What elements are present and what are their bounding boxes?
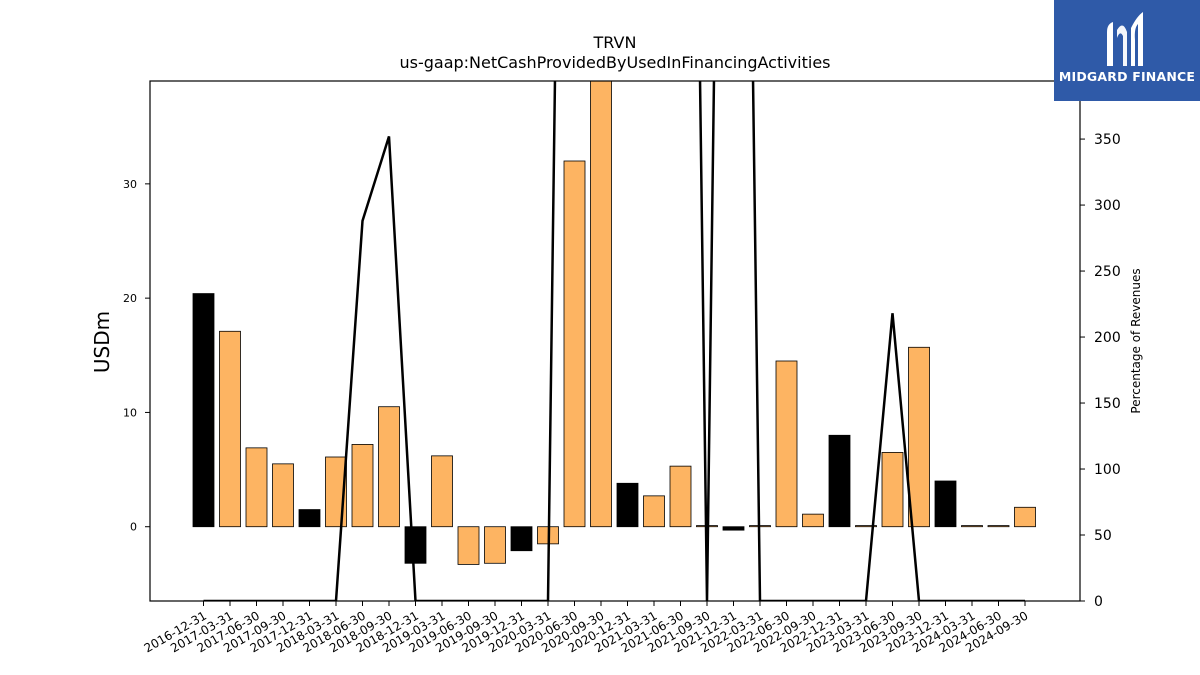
- y2-tick-label: 300: [1094, 198, 1121, 214]
- bar-2020-06-30: [563, 160, 586, 528]
- bar-2017-12-31: [298, 509, 321, 528]
- bar-2017-09-30: [272, 463, 294, 528]
- bar-2023-06-30: [881, 452, 904, 528]
- y-axis-label: USDm: [90, 311, 114, 373]
- y2-tick-label: 0: [1094, 594, 1103, 610]
- y2-tick-label: 100: [1094, 462, 1121, 478]
- chart-subtitle: us-gaap:NetCashProvidedByUsedInFinancing…: [399, 53, 830, 72]
- bar-2022-12-31: [828, 434, 851, 528]
- plot-frame: [149, 80, 1081, 602]
- y-tick-label: 0: [130, 521, 137, 534]
- bar-2017-03-31: [219, 330, 241, 528]
- bar-2024-03-31: [961, 525, 983, 528]
- logo-text: MIDGARD FINANCE: [1058, 69, 1196, 84]
- y2-tick-label: 50: [1094, 528, 1112, 544]
- midgard-finance-logo: MIDGARD FINANCE: [1054, 0, 1200, 101]
- percentage-of-revenues-line: [203, 81, 1025, 601]
- bar-2022-09-30: [802, 513, 824, 528]
- bar-2023-12-31: [934, 480, 957, 528]
- bar-2019-12-31: [510, 526, 533, 552]
- bar-2018-12-31: [404, 526, 427, 564]
- bar-2021-06-30: [669, 465, 692, 528]
- percentage-line: [203, 81, 1025, 601]
- y-tick-label: 10: [123, 406, 137, 419]
- y2-tick-label: 350: [1094, 132, 1121, 148]
- y-tick-label: 30: [123, 178, 137, 191]
- bar-2024-09-30: [1014, 506, 1036, 528]
- axes: 01020300501001502002503003502016-12-3120…: [123, 80, 1121, 655]
- bar-2019-03-31: [431, 455, 453, 528]
- bar-2020-12-31: [616, 482, 639, 528]
- bar-2021-03-31: [643, 495, 665, 528]
- y2-tick-label: 250: [1094, 264, 1121, 280]
- bar-2019-06-30: [457, 526, 480, 565]
- bar-2019-09-30: [484, 526, 506, 564]
- bar-2021-12-31: [722, 526, 745, 531]
- y2-axis-label: Percentage of Revenues: [1129, 268, 1143, 413]
- bars: [192, 81, 1036, 565]
- midgard-logo-icon: [1107, 12, 1143, 67]
- y-tick-label: 20: [123, 292, 137, 305]
- bar-2023-09-30: [908, 346, 930, 528]
- bar-2023-03-31: [855, 525, 877, 528]
- bar-2022-06-30: [775, 360, 798, 528]
- bar-2020-09-30: [590, 81, 612, 528]
- bar-2018-06-30: [351, 444, 374, 528]
- bar-2018-09-30: [378, 406, 400, 528]
- y2-tick-label: 150: [1094, 396, 1121, 412]
- bar-2017-06-30: [245, 447, 268, 528]
- bar-2016-12-31: [192, 293, 215, 528]
- chart-title: TRVN: [593, 33, 637, 52]
- bar-2024-06-30: [987, 525, 1010, 528]
- y2-tick-label: 200: [1094, 330, 1121, 346]
